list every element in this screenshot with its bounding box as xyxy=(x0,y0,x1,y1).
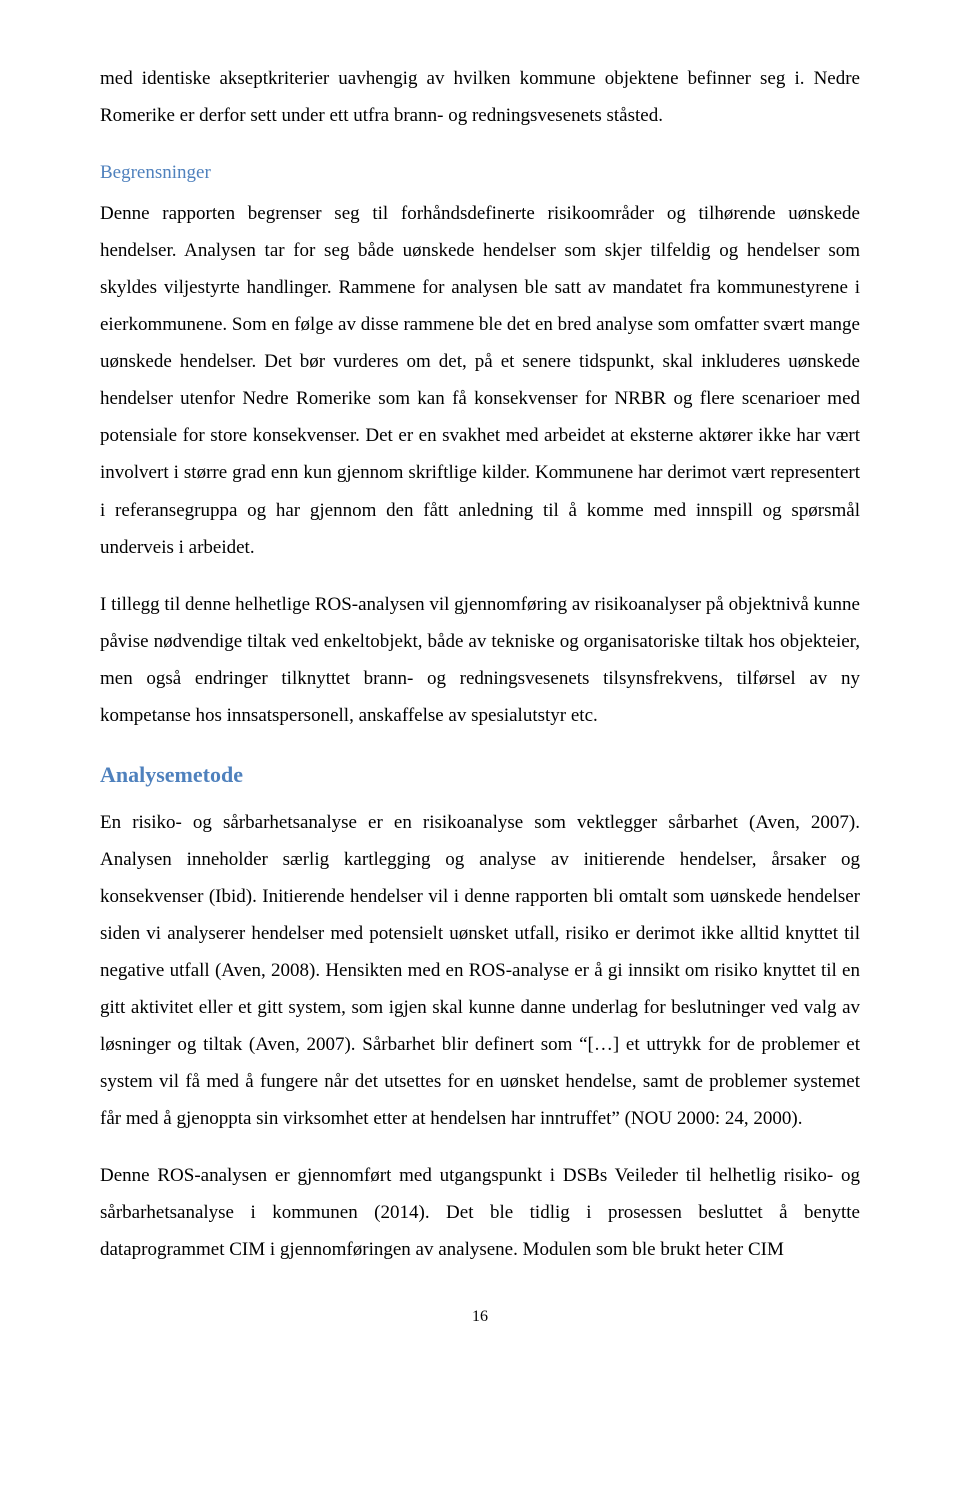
body-paragraph: En risiko- og sårbarhetsanalyse er en ri… xyxy=(100,804,860,1137)
document-page: med identiske akseptkriterier uavhengig … xyxy=(0,0,960,1366)
body-paragraph: Denne ROS-analysen er gjennomført med ut… xyxy=(100,1157,860,1268)
limitations-subheading: Begrensninger xyxy=(100,154,860,191)
body-paragraph: Denne rapporten begrenser seg til forhån… xyxy=(100,195,860,565)
body-paragraph: I tillegg til denne helhetlige ROS-analy… xyxy=(100,586,860,734)
method-heading: Analysemetode xyxy=(100,762,860,788)
page-number: 16 xyxy=(100,1308,860,1326)
body-paragraph: med identiske akseptkriterier uavhengig … xyxy=(100,60,860,134)
